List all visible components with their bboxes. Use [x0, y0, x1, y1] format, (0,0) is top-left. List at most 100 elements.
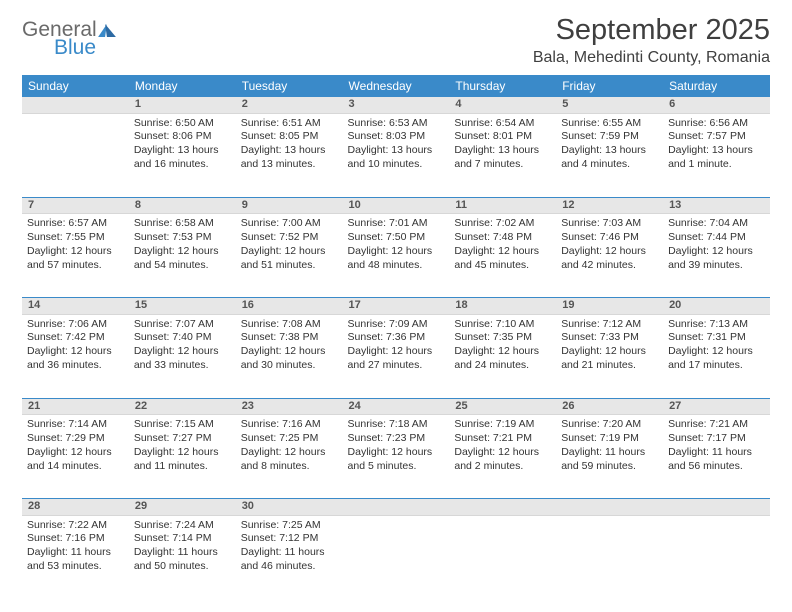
day-number [343, 499, 450, 515]
day-number: 19 [556, 298, 663, 314]
daylight-text: Daylight: 12 hours and 11 minutes. [134, 446, 231, 474]
sunset-text: Sunset: 8:06 PM [134, 130, 231, 144]
calendar-table: Sunday Monday Tuesday Wednesday Thursday… [22, 75, 770, 599]
day-number: 27 [663, 399, 770, 415]
sunset-text: Sunset: 7:23 PM [348, 432, 445, 446]
sunrise-text: Sunrise: 7:16 AM [241, 418, 338, 432]
sunrise-text: Sunrise: 6:51 AM [241, 117, 338, 131]
day-cell: Sunrise: 7:03 AMSunset: 7:46 PMDaylight:… [556, 214, 663, 298]
day-number [22, 97, 129, 113]
day-cell: Sunrise: 7:14 AMSunset: 7:29 PMDaylight:… [22, 415, 129, 499]
sunrise-text: Sunrise: 7:09 AM [348, 318, 445, 332]
sunset-text: Sunset: 7:36 PM [348, 331, 445, 345]
daylight-text: Daylight: 11 hours and 56 minutes. [668, 446, 765, 474]
sunset-text: Sunset: 7:38 PM [241, 331, 338, 345]
sunrise-text: Sunrise: 7:03 AM [561, 217, 658, 231]
sunset-text: Sunset: 7:19 PM [561, 432, 658, 446]
day-cell: Sunrise: 7:15 AMSunset: 7:27 PMDaylight:… [129, 415, 236, 499]
day-data-row: Sunrise: 7:14 AMSunset: 7:29 PMDaylight:… [22, 415, 770, 499]
day-cell [449, 515, 556, 599]
sunrise-text: Sunrise: 7:19 AM [454, 418, 551, 432]
sunset-text: Sunset: 7:31 PM [668, 331, 765, 345]
sunrise-text: Sunrise: 7:07 AM [134, 318, 231, 332]
sunset-text: Sunset: 7:33 PM [561, 331, 658, 345]
weekday-header: Tuesday [236, 75, 343, 97]
daylight-text: Daylight: 12 hours and 39 minutes. [668, 245, 765, 273]
day-data-row: Sunrise: 7:06 AMSunset: 7:42 PMDaylight:… [22, 314, 770, 398]
day-cell: Sunrise: 6:53 AMSunset: 8:03 PMDaylight:… [343, 113, 450, 197]
day-number: 4 [449, 97, 556, 113]
day-number: 3 [343, 97, 450, 113]
daynum-row: 14151617181920 [22, 298, 770, 314]
day-number: 17 [343, 298, 450, 314]
daylight-text: Daylight: 12 hours and 14 minutes. [27, 446, 124, 474]
sunset-text: Sunset: 7:44 PM [668, 231, 765, 245]
daylight-text: Daylight: 12 hours and 36 minutes. [27, 345, 124, 373]
sunrise-text: Sunrise: 7:10 AM [454, 318, 551, 332]
sunset-text: Sunset: 7:55 PM [27, 231, 124, 245]
sunrise-text: Sunrise: 7:02 AM [454, 217, 551, 231]
day-cell: Sunrise: 7:12 AMSunset: 7:33 PMDaylight:… [556, 314, 663, 398]
day-cell: Sunrise: 7:00 AMSunset: 7:52 PMDaylight:… [236, 214, 343, 298]
sunrise-text: Sunrise: 7:21 AM [668, 418, 765, 432]
daylight-text: Daylight: 13 hours and 4 minutes. [561, 144, 658, 172]
daylight-text: Daylight: 11 hours and 53 minutes. [27, 546, 124, 574]
daylight-text: Daylight: 13 hours and 13 minutes. [241, 144, 338, 172]
day-number: 14 [22, 298, 129, 314]
day-cell [22, 113, 129, 197]
weekday-header-row: Sunday Monday Tuesday Wednesday Thursday… [22, 75, 770, 97]
daylight-text: Daylight: 13 hours and 16 minutes. [134, 144, 231, 172]
day-cell: Sunrise: 7:24 AMSunset: 7:14 PMDaylight:… [129, 515, 236, 599]
weekday-header: Sunday [22, 75, 129, 97]
daylight-text: Daylight: 13 hours and 7 minutes. [454, 144, 551, 172]
day-number: 8 [129, 198, 236, 214]
day-number: 6 [663, 97, 770, 113]
weekday-header: Wednesday [343, 75, 450, 97]
day-cell: Sunrise: 7:07 AMSunset: 7:40 PMDaylight:… [129, 314, 236, 398]
day-number: 9 [236, 198, 343, 214]
sunrise-text: Sunrise: 6:58 AM [134, 217, 231, 231]
day-cell: Sunrise: 6:54 AMSunset: 8:01 PMDaylight:… [449, 113, 556, 197]
sunrise-text: Sunrise: 7:15 AM [134, 418, 231, 432]
daylight-text: Daylight: 12 hours and 42 minutes. [561, 245, 658, 273]
day-cell: Sunrise: 7:09 AMSunset: 7:36 PMDaylight:… [343, 314, 450, 398]
sunset-text: Sunset: 7:12 PM [241, 532, 338, 546]
sunset-text: Sunset: 7:25 PM [241, 432, 338, 446]
day-data-row: Sunrise: 6:50 AMSunset: 8:06 PMDaylight:… [22, 113, 770, 197]
sunset-text: Sunset: 7:16 PM [27, 532, 124, 546]
day-cell: Sunrise: 7:06 AMSunset: 7:42 PMDaylight:… [22, 314, 129, 398]
day-number: 28 [22, 499, 129, 515]
sunrise-text: Sunrise: 6:57 AM [27, 217, 124, 231]
daylight-text: Daylight: 12 hours and 54 minutes. [134, 245, 231, 273]
day-cell [556, 515, 663, 599]
sunrise-text: Sunrise: 6:50 AM [134, 117, 231, 131]
daylight-text: Daylight: 11 hours and 50 minutes. [134, 546, 231, 574]
day-number [556, 499, 663, 515]
daylight-text: Daylight: 12 hours and 57 minutes. [27, 245, 124, 273]
daynum-row: 21222324252627 [22, 399, 770, 415]
sunrise-text: Sunrise: 7:25 AM [241, 519, 338, 533]
day-number: 12 [556, 198, 663, 214]
daylight-text: Daylight: 13 hours and 10 minutes. [348, 144, 445, 172]
daylight-text: Daylight: 12 hours and 2 minutes. [454, 446, 551, 474]
daylight-text: Daylight: 12 hours and 27 minutes. [348, 345, 445, 373]
daylight-text: Daylight: 13 hours and 1 minute. [668, 144, 765, 172]
day-number [449, 499, 556, 515]
day-number: 13 [663, 198, 770, 214]
sunset-text: Sunset: 7:53 PM [134, 231, 231, 245]
day-cell: Sunrise: 7:01 AMSunset: 7:50 PMDaylight:… [343, 214, 450, 298]
day-cell: Sunrise: 6:55 AMSunset: 7:59 PMDaylight:… [556, 113, 663, 197]
sunrise-text: Sunrise: 7:18 AM [348, 418, 445, 432]
sunrise-text: Sunrise: 7:24 AM [134, 519, 231, 533]
day-data-row: Sunrise: 6:57 AMSunset: 7:55 PMDaylight:… [22, 214, 770, 298]
page-title: September 2025 [533, 14, 770, 47]
sunset-text: Sunset: 7:46 PM [561, 231, 658, 245]
day-cell [343, 515, 450, 599]
sunset-text: Sunset: 7:50 PM [348, 231, 445, 245]
logo-text-blue: Blue [54, 36, 115, 60]
sunset-text: Sunset: 7:17 PM [668, 432, 765, 446]
day-number: 26 [556, 399, 663, 415]
sunrise-text: Sunrise: 7:14 AM [27, 418, 124, 432]
logo-triangle2-icon [105, 24, 116, 37]
day-number: 16 [236, 298, 343, 314]
